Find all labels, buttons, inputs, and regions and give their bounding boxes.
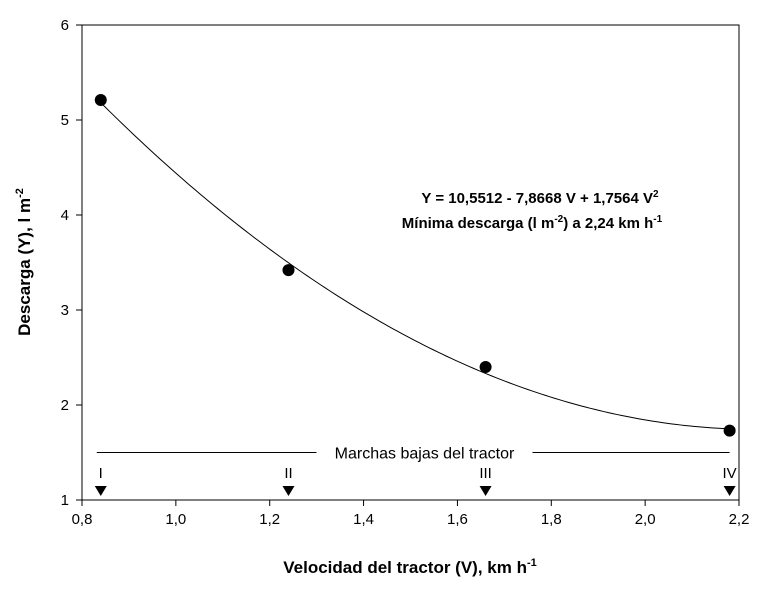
gear-label: III — [479, 465, 492, 482]
x-tick-label: 2,2 — [729, 511, 750, 528]
fit-curve — [100, 102, 730, 430]
x-axis-ticks: 0,8 1,0 1,2 1,4 1,6 1,8 2,0 2,2 — [72, 500, 750, 528]
x-tick-label: 2,0 — [635, 511, 656, 528]
equation-line-1: Y = 10,5512 - 7,8668 V + 1,7564 V2 — [421, 189, 659, 207]
gear-arrow-icon — [282, 486, 295, 496]
x-axis-title: Velocidad del tractor (V), km h-1 — [283, 557, 537, 577]
data-point — [282, 264, 295, 277]
gear-label: IV — [723, 465, 737, 482]
x-tick-label: 1,2 — [259, 511, 280, 528]
data-points — [94, 94, 736, 437]
gear-arrow-icon — [723, 486, 736, 496]
gear-label: II — [284, 465, 292, 482]
y-tick-label: 4 — [61, 207, 69, 224]
y-tick-label: 5 — [61, 112, 69, 129]
y-tick-label: 6 — [61, 17, 69, 34]
y-tick-label: 1 — [61, 492, 69, 509]
y-axis-title: Descarga (Y), l m-2 — [14, 188, 34, 336]
gear-arrow-icon — [94, 486, 107, 496]
gear-markers: I II III IV — [94, 465, 737, 496]
gear-band-label: Marchas bajas del tractor — [335, 446, 515, 463]
equation-line-2: Mínima descarga (l m-2) a 2,24 km h-1 — [402, 214, 663, 232]
x-tick-label: 1,0 — [165, 511, 186, 528]
plot-frame — [81, 24, 740, 501]
data-point — [94, 94, 107, 107]
data-point — [479, 361, 492, 373]
y-axis-ticks: 1 2 3 4 5 6 — [61, 17, 82, 509]
x-tick-label: 0,8 — [72, 511, 93, 528]
x-tick-label: 1,4 — [353, 511, 374, 528]
y-tick-label: 2 — [61, 397, 69, 414]
gear-arrow-icon — [479, 486, 492, 496]
data-point — [723, 424, 736, 437]
x-tick-label: 1,8 — [541, 511, 562, 528]
x-tick-label: 1,6 — [447, 511, 468, 528]
y-tick-label: 3 — [61, 302, 69, 319]
gear-label: I — [99, 465, 103, 482]
